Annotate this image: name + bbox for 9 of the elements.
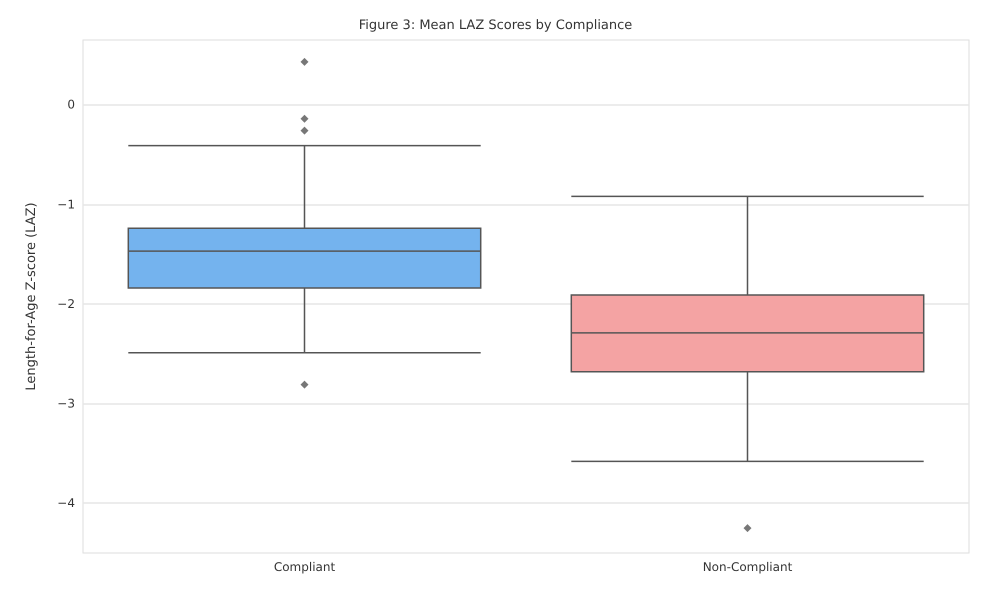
x-tick-label: Compliant	[274, 560, 336, 574]
y-tick-label: −2	[57, 296, 75, 311]
y-tick-label: −4	[57, 496, 75, 510]
chart-title: Figure 3: Mean LAZ Scores by Compliance	[358, 18, 632, 33]
y-tick-label: −1	[57, 197, 75, 212]
y-tick-label: 0	[67, 98, 75, 112]
x-tick-label: Non-Compliant	[702, 560, 793, 574]
y-axis-title: Length-for-Age Z-score (LAZ)	[24, 202, 39, 391]
y-tick-label: −3	[57, 396, 75, 411]
